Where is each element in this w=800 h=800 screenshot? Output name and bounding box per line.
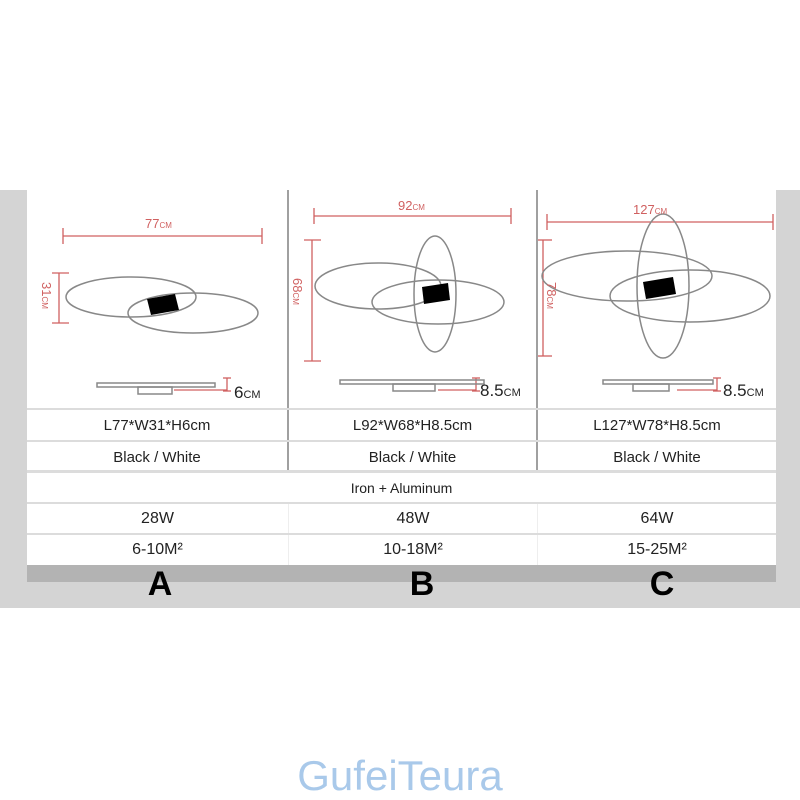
color-b: Black / White	[368, 448, 457, 466]
led-driver-block	[147, 294, 179, 315]
power-b: 48W	[288, 504, 537, 534]
model-label-b: B	[409, 565, 435, 603]
led-driver-block	[422, 283, 450, 304]
width-label: 78CM	[544, 282, 559, 309]
height-label: 8.5CM	[723, 381, 764, 400]
width-label: 68CM	[290, 278, 305, 305]
area-c: 15-25M²	[537, 535, 776, 565]
color-row: Black / White Black / White Black / Whit…	[27, 440, 776, 472]
brand-watermark: GufeiTeura	[297, 752, 503, 799]
dimensions-row: L77*W31*H6cm L92*W68*H8.5cm L127*W78*H8.…	[27, 408, 776, 440]
column-divider	[287, 190, 289, 470]
model-label-c: C	[649, 565, 675, 603]
area-a: 6-10M²	[132, 541, 183, 558]
area-row: 6-10M² 10-18M² 15-25M²	[27, 533, 776, 565]
power-row: 28W 48W 64W	[27, 502, 776, 534]
length-label: 92CM	[398, 198, 425, 213]
area-b: 10-18M²	[288, 535, 537, 565]
dimensions-b: L92*W68*H8.5cm	[352, 416, 473, 434]
power-c: 64W	[537, 504, 776, 534]
model-label-a: A	[147, 565, 173, 603]
height-label: 8.5CM	[480, 381, 521, 400]
height-label: 6CM	[234, 383, 261, 402]
drawing-a: 77CM 31CM 6CM	[39, 216, 263, 402]
drawing-c: 127CM 78CM 8.5CM	[537, 202, 774, 400]
spec-table: 77CM 31CM 6CM 92CM 68CM 8.5CM 127CM 78	[27, 190, 776, 565]
dimensions-a: L77*W31*H6cm	[103, 416, 211, 434]
color-c: Black / White	[613, 448, 701, 466]
power-a: 28W	[141, 510, 174, 527]
drawing-b: 92CM 68CM 8.5CM	[290, 198, 521, 400]
led-driver-block	[643, 277, 676, 299]
material: Iron + Aluminum	[350, 480, 453, 496]
length-label: 77CM	[145, 216, 172, 231]
color-a: Black / White	[113, 448, 201, 466]
column-divider	[536, 190, 538, 470]
footer-bar	[27, 565, 776, 582]
width-label: 31CM	[39, 282, 54, 309]
length-label: 127CM	[633, 202, 667, 217]
material-row: Iron + Aluminum	[27, 470, 776, 503]
dimensions-c: L127*W78*H8.5cm	[593, 416, 721, 434]
